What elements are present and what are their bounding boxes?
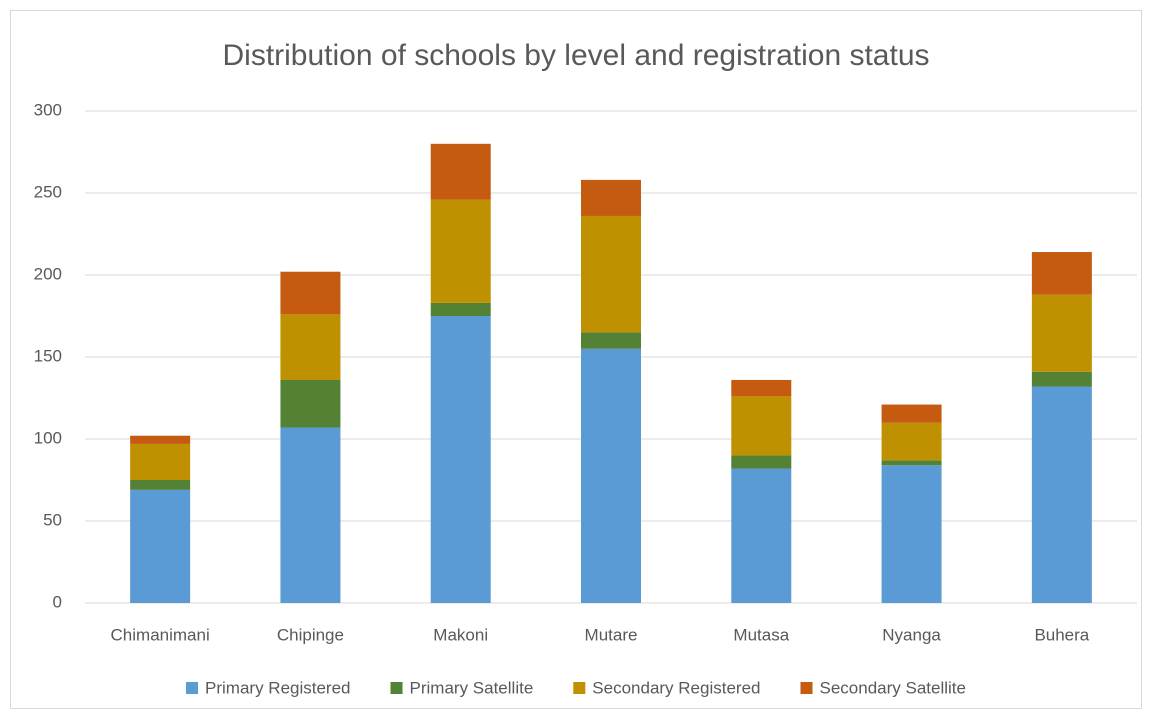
- legend-swatch: [573, 682, 586, 694]
- legend-swatch: [186, 682, 199, 694]
- x-tick-label: Mutasa: [733, 625, 789, 644]
- x-tick-label: Mutare: [585, 625, 638, 644]
- chart-border: [10, 10, 1142, 709]
- y-tick-label: 200: [34, 264, 62, 283]
- bar-segment: [581, 332, 641, 349]
- x-tick-label: Nyanga: [882, 625, 941, 644]
- bar-segment: [430, 302, 491, 316]
- bar-segment: [581, 215, 641, 333]
- x-tick-label: Chipinge: [277, 625, 344, 644]
- bar-segment: [881, 465, 942, 603]
- legend-label: Secondary Satellite: [820, 678, 966, 697]
- bar-segment: [731, 396, 792, 456]
- bar-segment: [280, 314, 341, 380]
- bar-segment: [280, 427, 341, 603]
- legend-label: Primary Registered: [205, 678, 351, 697]
- bar-segment: [430, 199, 491, 303]
- x-tick-label: Buhera: [1034, 625, 1089, 644]
- legend-swatch: [800, 682, 813, 694]
- x-tick-label: Chimanimani: [111, 625, 210, 644]
- bar-segment: [280, 379, 341, 428]
- bar-segment: [130, 489, 191, 603]
- y-tick-label: 50: [43, 510, 62, 529]
- x-tick-label: Makoni: [433, 625, 488, 644]
- legend-label: Secondary Registered: [592, 678, 760, 697]
- bar-segment: [1031, 371, 1092, 387]
- bar-segment: [881, 460, 942, 466]
- bar-segment: [731, 455, 792, 469]
- bar-segment: [130, 480, 191, 490]
- bar-segment: [430, 143, 491, 200]
- bar-segment: [130, 443, 191, 480]
- legend-label: Primary Satellite: [410, 678, 534, 697]
- bar-segment: [731, 379, 792, 397]
- legend-swatch: [390, 682, 403, 694]
- bar-segment: [280, 271, 341, 315]
- y-tick-label: 100: [34, 428, 62, 447]
- bar-segment: [581, 348, 641, 603]
- y-tick-label: 0: [53, 592, 62, 611]
- bar-segment: [581, 179, 641, 216]
- bar-segment: [731, 468, 792, 603]
- bar-segment: [430, 316, 491, 603]
- bar-segment: [881, 404, 942, 423]
- bar-segment: [1031, 252, 1092, 295]
- bar-segment: [1031, 294, 1092, 372]
- chart-title: Distribution of schools by level and reg…: [222, 39, 929, 72]
- bar-segment: [881, 422, 942, 461]
- bar-segment: [1031, 386, 1092, 603]
- y-tick-label: 250: [34, 182, 62, 201]
- bar-segment: [130, 435, 191, 444]
- y-tick-label: 300: [34, 100, 62, 119]
- y-tick-label: 150: [34, 346, 62, 365]
